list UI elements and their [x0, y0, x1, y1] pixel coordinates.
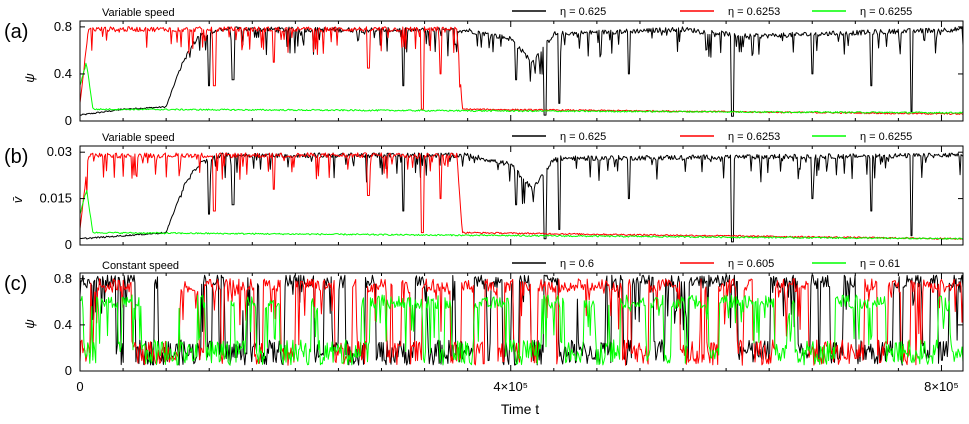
x-tick-label: 8×10⁵ [924, 379, 959, 394]
legend-label: η = 0.625 [560, 6, 606, 18]
panel-a-letter: (a) [4, 21, 28, 43]
legend-label: η = 0.6253 [728, 131, 780, 143]
x-tick-label: 0 [76, 379, 83, 394]
panel-a-legend: η = 0.625 η = 0.6253 η = 0.6255 [512, 6, 912, 18]
panel-c-ylabel: ψ [22, 319, 37, 329]
panel-c-legend: η = 0.6 η = 0.605 η = 0.61 [512, 258, 900, 270]
y-tick-label: 0.8 [54, 19, 72, 34]
series-line-3 [80, 294, 964, 366]
series-line-1 [79, 274, 964, 366]
series-line-3 [79, 62, 964, 114]
panel-c-plot: 0 0.4 0.8 0 4×10⁵ 8×10⁵ [54, 271, 964, 394]
panel-c-title: Constant speed [102, 260, 179, 272]
plot-frame [79, 272, 964, 372]
plot-frame [79, 20, 964, 122]
series-line-2 [79, 26, 964, 115]
panel-b-letter: (b) [4, 146, 28, 168]
legend-label: η = 0.61 [860, 258, 900, 270]
y-tick-label: 0.015 [39, 191, 72, 206]
y-tick-label: 0.8 [54, 271, 72, 286]
legend-label: η = 0.625 [560, 131, 606, 143]
series-line-1 [79, 152, 964, 243]
panel-c: (c) ψ Constant speed 00.40.80 4×10⁵ 8×10⁵ … [4, 258, 964, 417]
legend-label: η = 0.6255 [860, 6, 912, 18]
panel-b: (b) v̄ Variable speed 0 0.015 0.03 η = 0.6… [4, 131, 964, 252]
y-tick-label: 0.4 [54, 317, 72, 332]
panel-a: (a) ψ Variable speed 00.40.8 η = 0.625 η … [4, 6, 964, 128]
panel-a-title: Variable speed [102, 7, 175, 19]
series-line-2 [79, 152, 964, 240]
panel-b-title: Variable speed [102, 132, 175, 144]
plot-frame [79, 145, 964, 246]
panel-b-ylabel: v̄ [10, 195, 25, 203]
series-line-3 [79, 189, 964, 240]
y-tick-label: 0 [65, 363, 72, 378]
y-tick-label: 0 [65, 237, 72, 252]
panel-b-plot: 0 0.015 0.03 [39, 144, 964, 252]
x-tick-label: 4×10⁵ [493, 379, 528, 394]
panel-b-legend: η = 0.625 η = 0.6253 η = 0.6255 [512, 131, 912, 143]
y-tick-label: 0.03 [47, 144, 72, 159]
legend-label: η = 0.6 [560, 258, 594, 270]
legend-label: η = 0.605 [728, 258, 774, 270]
legend-label: η = 0.6255 [860, 131, 912, 143]
y-tick-label: 0.4 [54, 66, 72, 81]
panel-a-ylabel: ψ [22, 73, 37, 83]
series-line-1 [79, 26, 964, 117]
legend-label: η = 0.6253 [728, 6, 780, 18]
x-axis-label: Time t [501, 401, 539, 417]
y-tick-label: 0 [65, 113, 72, 128]
panel-a-plot: 0 0.4 0.8 [54, 19, 964, 128]
panel-c-letter: (c) [4, 273, 27, 295]
